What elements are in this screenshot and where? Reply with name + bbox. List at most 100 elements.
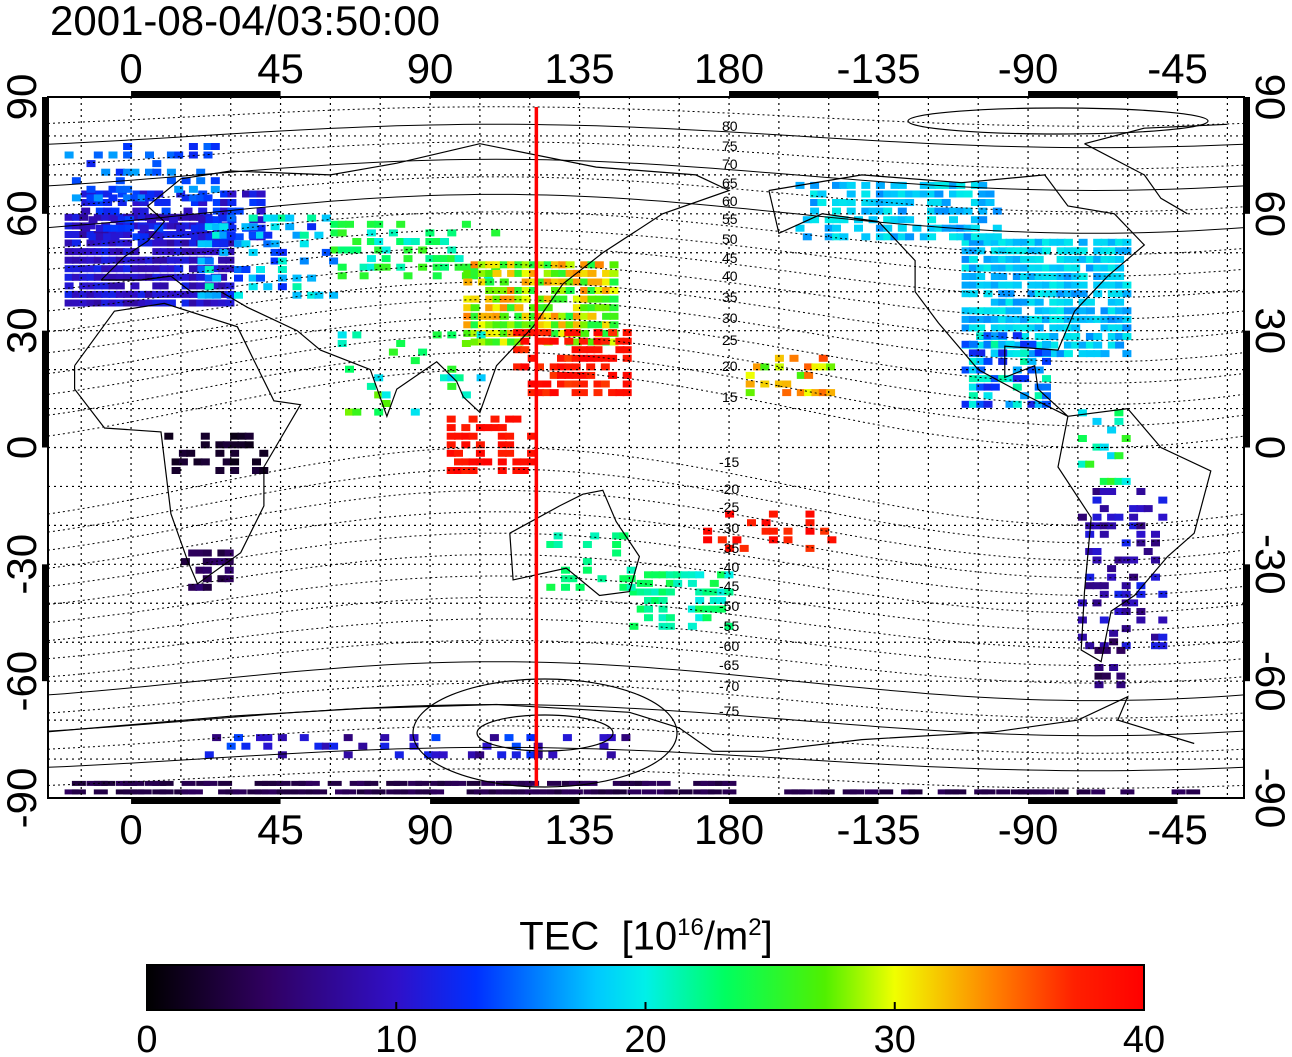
- tec-cell: [1115, 324, 1125, 332]
- tec-cell: [1109, 638, 1119, 646]
- tec-cell: [71, 222, 81, 230]
- tec-cell: [188, 273, 198, 281]
- tec-cell: [1078, 307, 1088, 315]
- tec-cell: [519, 467, 529, 474]
- mlat-oval: [476, 714, 614, 752]
- tec-cell: [137, 299, 147, 307]
- tec-cell: [64, 213, 74, 221]
- tec-cell: [622, 380, 632, 388]
- tec-cell: [204, 274, 214, 282]
- tec-cell: [225, 239, 235, 247]
- tec-cell: [642, 789, 656, 795]
- tec-cell: [634, 780, 649, 786]
- tec-cell: [234, 734, 243, 742]
- tec-cell: [1151, 642, 1160, 650]
- tec-cell: [1042, 290, 1051, 298]
- tec-cell: [1042, 247, 1051, 255]
- tec-cell: [998, 264, 1008, 272]
- tec-cell: [490, 424, 500, 432]
- tec-cell: [1115, 341, 1125, 349]
- tec-cell: [166, 222, 176, 230]
- tec-cell: [181, 299, 191, 307]
- tec-cell: [305, 780, 320, 786]
- tec-cell: [990, 349, 1000, 357]
- tec-cell: [432, 238, 442, 245]
- tec-cell: [181, 290, 191, 298]
- tec-cell: [475, 449, 485, 457]
- tec-cell: [95, 207, 105, 215]
- tec-cell: [181, 780, 196, 786]
- tec-cell: [572, 278, 582, 286]
- tec-cell: [130, 222, 140, 230]
- tec-cell: [430, 780, 445, 786]
- tec-cell: [381, 400, 391, 407]
- tec-cell: [217, 575, 227, 583]
- tec-cell: [145, 231, 154, 238]
- tec-cell: [586, 354, 596, 362]
- tec-cell: [203, 299, 213, 307]
- tec-cell: [1005, 298, 1015, 306]
- tec-cell: [263, 734, 273, 742]
- tec-cell: [990, 255, 1000, 263]
- lat-lon-grid: [48, 97, 1244, 798]
- tec-cell: [270, 214, 280, 222]
- tec-cell: [612, 789, 627, 795]
- tec-cell: [890, 233, 900, 241]
- tec-cell: [1012, 400, 1022, 408]
- tec-cell: [415, 789, 430, 795]
- tec-cell: [976, 375, 986, 383]
- tec-cell: [205, 216, 215, 224]
- tec-cell: [137, 789, 152, 795]
- tec-cell: [968, 357, 978, 365]
- tec-cell: [234, 274, 243, 282]
- tec-cell: [934, 224, 944, 232]
- tec-cell: [897, 181, 907, 189]
- tec-cell: [1034, 238, 1044, 246]
- tec-cell: [461, 340, 471, 347]
- tec-cell: [587, 321, 597, 329]
- tec-cell: [352, 408, 362, 416]
- tec-cell: [1122, 350, 1132, 358]
- tec-cell: [137, 273, 147, 281]
- tec-cell: [123, 290, 133, 298]
- tec-cell: [1158, 496, 1168, 504]
- tec-cell: [71, 256, 81, 264]
- tec-cell: [200, 441, 210, 449]
- lat-tick-label-left: 0: [0, 436, 45, 459]
- tec-cell: [619, 583, 629, 591]
- tec-cell: [139, 224, 149, 232]
- tec-cell: [299, 240, 309, 248]
- tec-cell: [1136, 488, 1146, 495]
- tec-cell: [1005, 281, 1015, 289]
- tec-cell: [241, 742, 251, 750]
- tec-cell: [79, 213, 89, 221]
- tec-cell: [527, 449, 537, 457]
- tec-cell: [1040, 789, 1054, 795]
- tec-cell: [850, 789, 864, 795]
- tec-cell: [658, 588, 668, 596]
- tec-cell: [1121, 608, 1131, 615]
- tec-cell: [79, 282, 89, 290]
- tec-cell: [1078, 247, 1088, 255]
- tec-cell: [477, 321, 487, 329]
- tec-cell: [1071, 315, 1081, 323]
- tec-cell: [774, 354, 784, 362]
- tec-cell: [454, 458, 463, 466]
- tec-cell: [1121, 625, 1131, 633]
- tec-cell: [875, 181, 885, 189]
- tec-cell: [337, 331, 347, 339]
- tec-cell: [424, 751, 434, 759]
- tec-cell: [846, 207, 856, 215]
- tec-cell: [1121, 590, 1131, 598]
- tec-cell: [1085, 573, 1095, 581]
- tec-cell: [693, 780, 708, 786]
- tec-cell: [700, 780, 715, 786]
- tec-cell: [1107, 477, 1117, 485]
- tec-cell: [1092, 548, 1102, 555]
- tec-cell: [565, 269, 575, 277]
- tec-cell: [507, 321, 517, 329]
- tec-cell: [612, 541, 622, 548]
- tec-cell: [572, 304, 582, 312]
- tec-cell: [1093, 273, 1103, 280]
- tec-cell: [217, 558, 227, 566]
